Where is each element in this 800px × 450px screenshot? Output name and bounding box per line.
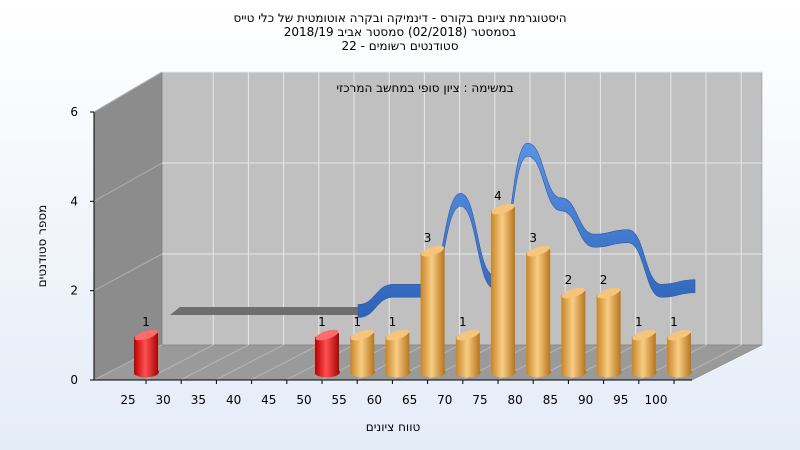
x-tick-label: 65 <box>402 393 417 407</box>
bar-value-label: 1 <box>670 315 678 329</box>
x-tick-label: 85 <box>543 393 558 407</box>
bar <box>491 203 516 378</box>
curve-ribbon <box>357 142 696 318</box>
bar-value-label: 1 <box>142 315 150 329</box>
axis-ticks: 0 2 4 6 25 30 35 40 45 50 55 60 65 70 75 80 85 90 95 100 <box>70 105 675 407</box>
x-tick-label: 35 <box>191 393 206 407</box>
bar-value-label: 1 <box>353 315 361 329</box>
bar-body <box>667 333 692 378</box>
bar-body <box>455 333 481 378</box>
bar-cap <box>350 329 374 341</box>
bar-cap <box>385 329 409 341</box>
bar-value-label: 1 <box>635 315 643 329</box>
bar-cap <box>597 287 621 299</box>
bar <box>350 329 376 378</box>
x-tick-label: 75 <box>472 393 487 407</box>
bar-value-label: 3 <box>424 231 432 245</box>
bar-cap <box>315 329 339 341</box>
gridline-y-side <box>93 253 163 292</box>
gridline-floor <box>215 344 284 381</box>
bar-value-label: 1 <box>389 315 397 329</box>
x-tick-label: 60 <box>367 393 382 407</box>
bar <box>385 329 411 378</box>
bar-body <box>491 207 516 378</box>
gridline-floor <box>180 344 249 381</box>
bar-body <box>385 333 411 378</box>
plot-back-wall <box>161 71 763 346</box>
chart-title-line-2: בסמסטר (02/2018) סמסטר אביב 2018/19 <box>284 25 516 39</box>
gridline-floor <box>250 344 320 381</box>
bar-value-label: 2 <box>600 273 608 287</box>
bar-value-label: 4 <box>494 189 502 203</box>
bar <box>526 245 552 378</box>
gridline-y-side <box>93 71 163 113</box>
x-tick-label: 30 <box>156 393 171 407</box>
y-tick-label: 6 <box>70 105 78 119</box>
bar-body <box>315 333 340 378</box>
bar-body <box>526 249 552 378</box>
chart-title-line-1: היסטוגרמת ציונים בקורס - דינמיקה ובקרה א… <box>233 11 566 25</box>
bar-cap <box>561 287 585 299</box>
bar-cap <box>456 329 480 341</box>
bar <box>631 329 657 378</box>
bar <box>561 287 587 378</box>
bar-value-label: 1 <box>318 315 326 329</box>
bar-body <box>596 291 622 378</box>
bar-value-label: 2 <box>565 273 573 287</box>
chart-annotation: במשימה : ציון סופי במחשב המרכזי <box>336 81 513 95</box>
bar <box>667 329 692 378</box>
x-tick-label: 25 <box>120 393 135 407</box>
bar-body <box>561 291 587 378</box>
x-tick-label: 80 <box>508 393 523 407</box>
y-tick-label: 4 <box>70 194 78 208</box>
bar-value-label: 1 <box>459 315 467 329</box>
x-tick-label: 40 <box>226 393 241 407</box>
bar <box>134 329 159 378</box>
x-axis-label: טווח ציונים <box>366 420 421 434</box>
bar-cap <box>632 329 656 341</box>
bar <box>455 329 481 378</box>
y-tick-label: 0 <box>70 373 78 387</box>
bar-body <box>631 333 657 378</box>
y-tick-label: 2 <box>70 284 78 298</box>
bar-cap <box>526 245 550 257</box>
bar-body <box>420 249 446 378</box>
distribution-curve <box>170 142 696 318</box>
x-tick-label: 45 <box>261 393 276 407</box>
x-tick-label: 70 <box>437 393 452 407</box>
gridline-y-side <box>93 162 163 202</box>
bar <box>596 287 622 378</box>
x-tick-label: 55 <box>332 393 347 407</box>
bar-cap <box>667 329 691 341</box>
chart-title-line-3: סטודנטים רשומים - 22 <box>341 39 458 53</box>
curve-baseline-slab <box>170 307 365 315</box>
y-axis-label: מספר סטודנטים <box>35 205 49 288</box>
bars: 1 1 1 1 3 1 4 3 2 2 1 1 <box>134 189 692 378</box>
x-tick-label: 100 <box>645 393 668 407</box>
bar-body <box>350 333 376 378</box>
bar-cap <box>134 329 158 341</box>
bar-body <box>134 333 159 378</box>
bar-cap <box>421 245 445 257</box>
bar-cap <box>491 203 515 215</box>
bar-value-label: 3 <box>529 231 537 245</box>
bar <box>315 329 340 378</box>
x-tick-label: 50 <box>296 393 311 407</box>
x-tick-label: 90 <box>578 393 593 407</box>
x-tick-label: 95 <box>613 393 628 407</box>
bar <box>420 245 446 378</box>
